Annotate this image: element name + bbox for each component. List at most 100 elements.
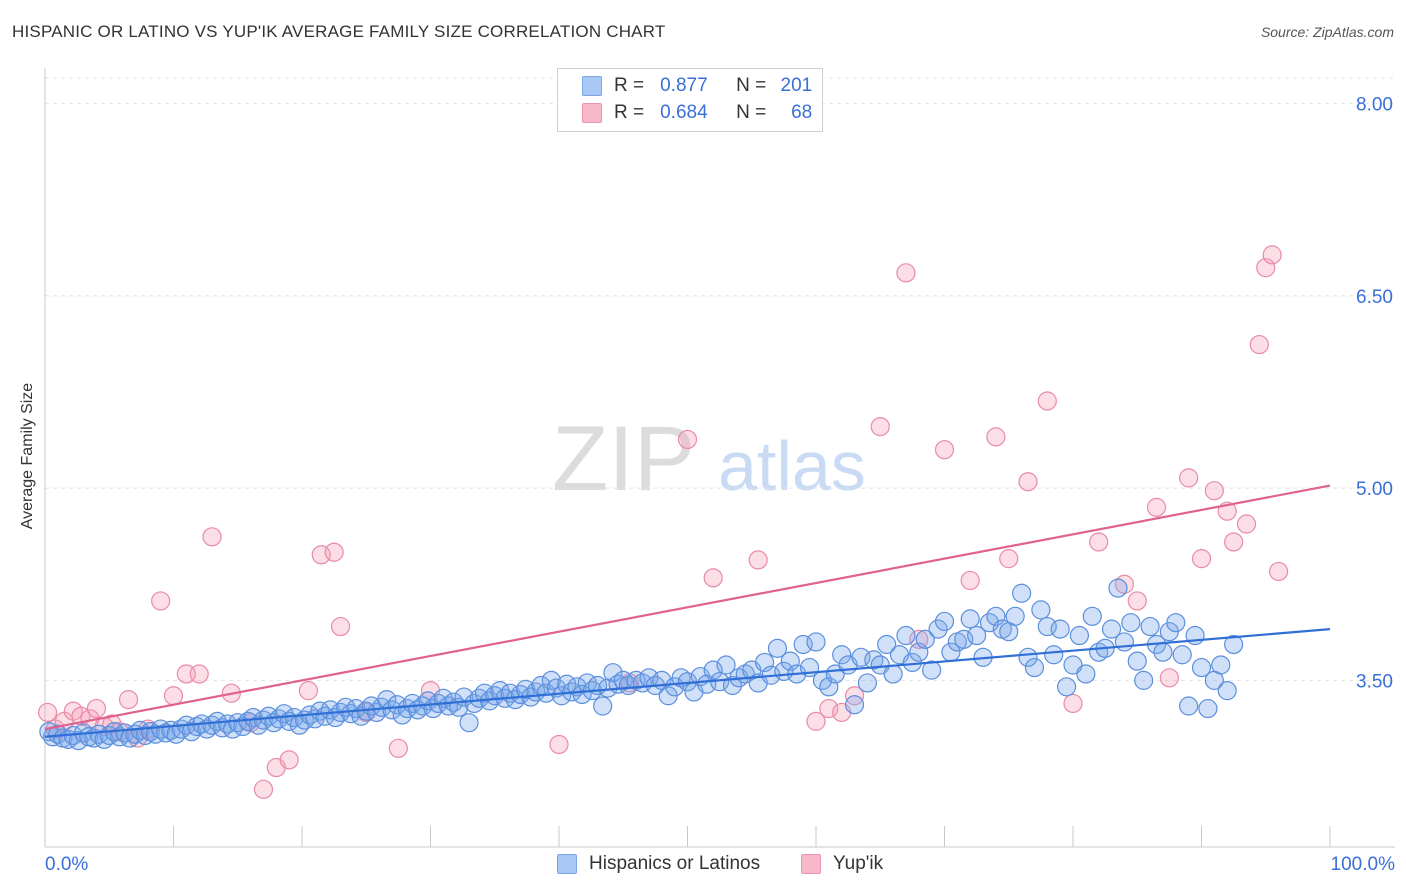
data-point	[806, 711, 826, 731]
data-point	[1044, 645, 1064, 665]
data-point	[864, 650, 884, 670]
data-point	[109, 727, 130, 747]
series-legend-hispanic: Hispanics or Latinos	[557, 852, 760, 876]
data-point	[163, 686, 184, 706]
watermark-atlas: atlas	[718, 427, 866, 505]
grid-lines	[45, 77, 1395, 681]
data-point	[1217, 681, 1237, 701]
data-point	[388, 738, 408, 758]
data-point	[459, 713, 479, 733]
legend-n-value: 201	[780, 75, 813, 96]
data-point	[954, 629, 974, 649]
data-point	[767, 638, 788, 658]
data-point	[1134, 670, 1154, 690]
data-point	[1224, 634, 1244, 655]
data-point	[1172, 645, 1192, 665]
legend-r-value: 0.684	[660, 102, 708, 123]
data-point	[253, 779, 274, 799]
data-point	[387, 695, 407, 715]
data-point	[1037, 391, 1057, 411]
data-point	[324, 542, 344, 562]
data-point	[986, 427, 1006, 447]
data-point	[883, 664, 903, 684]
data-point	[145, 724, 166, 744]
data-point	[156, 723, 176, 743]
data-point	[1179, 696, 1199, 716]
data-point	[999, 549, 1019, 569]
legend-r-value: 0.877	[660, 75, 708, 96]
data-point	[1108, 578, 1128, 598]
data-point	[1076, 664, 1096, 684]
x-tick-label: 100.0%	[1331, 854, 1396, 875]
legend-n-value: 68	[791, 102, 813, 123]
legend-row-hispanic: R = 0.877 N = 201	[582, 75, 812, 97]
data-point	[716, 655, 736, 675]
data-point	[832, 645, 852, 665]
y-tick-label: 8.00	[1356, 95, 1393, 116]
data-point	[870, 417, 890, 437]
data-point	[1159, 668, 1179, 688]
x-tick-label: 0.0%	[45, 854, 88, 875]
data-point	[677, 429, 698, 450]
data-point	[397, 698, 417, 719]
data-point	[315, 706, 335, 726]
data-point	[1018, 472, 1038, 492]
data-point	[202, 527, 222, 547]
legend-swatch-pink	[582, 103, 602, 123]
data-point	[1024, 657, 1045, 678]
trend-lines	[44, 484, 1331, 738]
data-point	[1236, 514, 1257, 534]
data-point	[89, 724, 109, 744]
data-point	[217, 714, 238, 734]
data-point	[922, 660, 942, 680]
data-point	[505, 690, 525, 710]
y-tick-label: 6.50	[1356, 287, 1393, 308]
data-point	[896, 625, 916, 646]
series-legend-yupik: Yup'ik	[801, 852, 883, 876]
data-point	[1089, 532, 1109, 552]
data-point	[593, 696, 613, 716]
data-point	[94, 729, 114, 749]
data-point	[877, 634, 897, 655]
data-point	[1191, 657, 1212, 678]
data-point	[1050, 619, 1070, 639]
data-point	[1005, 606, 1025, 626]
correlation-legend: R = 0.877 N = 201 R = 0.684 N = 68	[557, 68, 823, 132]
data-point	[844, 695, 865, 715]
data-point	[298, 681, 319, 701]
data-point	[115, 723, 135, 743]
yupik-points	[37, 245, 1289, 799]
data-point	[37, 702, 58, 723]
data-point	[1204, 481, 1224, 501]
data-point	[1101, 619, 1122, 639]
data-point	[86, 698, 107, 719]
data-point	[330, 616, 351, 637]
data-point	[1121, 613, 1141, 633]
source-label: Source: ZipAtlas.com	[1260, 24, 1394, 40]
data-point	[1191, 549, 1212, 569]
data-point	[551, 686, 572, 706]
data-point	[228, 713, 248, 733]
data-point	[1249, 334, 1269, 355]
data-point	[934, 440, 955, 460]
data-point	[151, 591, 171, 611]
data-point	[1011, 583, 1032, 603]
data-point	[934, 611, 955, 632]
legend-r-label: R =	[614, 102, 645, 123]
data-point	[549, 734, 569, 755]
data-point	[703, 568, 723, 588]
trend-line-yupik	[44, 484, 1331, 731]
legend-r-label: R =	[614, 75, 645, 96]
series-swatch-pink	[801, 854, 821, 874]
data-point	[703, 660, 723, 680]
data-point	[1031, 600, 1051, 620]
data-point	[857, 673, 878, 693]
data-point	[382, 700, 402, 720]
series-label-hispanic: Hispanics or Latinos	[589, 853, 761, 874]
data-point	[279, 750, 299, 770]
data-point	[1224, 532, 1244, 552]
legend-n-label: N =	[736, 102, 767, 123]
data-point	[1018, 647, 1038, 667]
chart-title: HISPANIC OR LATINO VS YUP'IK AVERAGE FAM…	[12, 22, 666, 41]
